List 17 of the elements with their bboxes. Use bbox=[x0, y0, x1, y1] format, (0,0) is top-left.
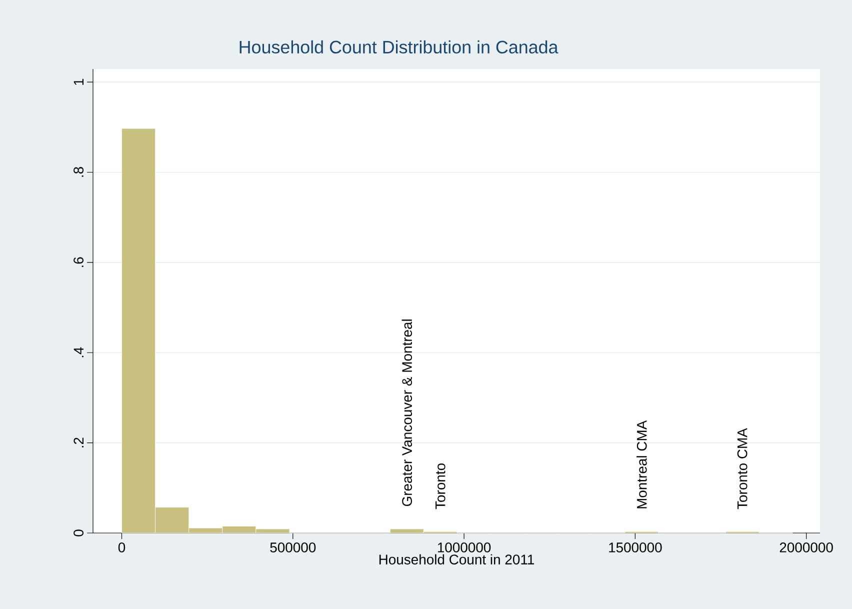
x-axis-title: Household Count in 2011 bbox=[379, 554, 534, 564]
y-tick-label: .2 bbox=[74, 438, 84, 448]
x-tick-label: 2000000 bbox=[780, 542, 833, 552]
annotation: Toronto bbox=[436, 464, 446, 510]
annotation: Toronto CMA bbox=[737, 428, 748, 510]
chart-title: Household Count Distribution in Canada bbox=[240, 40, 558, 54]
y-tick-label: 1 bbox=[74, 78, 84, 85]
annotation: Montreal CMA bbox=[636, 420, 647, 508]
x-tick-label: 0 bbox=[118, 542, 126, 552]
annotation: Greater Vancouver & Montreal bbox=[402, 320, 412, 506]
y-tick-label: 0 bbox=[74, 530, 84, 536]
x-tick-label: 1000000 bbox=[438, 542, 491, 552]
y-tick-label: .8 bbox=[74, 167, 84, 177]
y-tick-label: .6 bbox=[74, 257, 84, 267]
y-tick-label: .4 bbox=[74, 347, 84, 358]
x-tick-label: 500000 bbox=[270, 542, 316, 552]
x-tick-label: 1500000 bbox=[609, 542, 662, 552]
